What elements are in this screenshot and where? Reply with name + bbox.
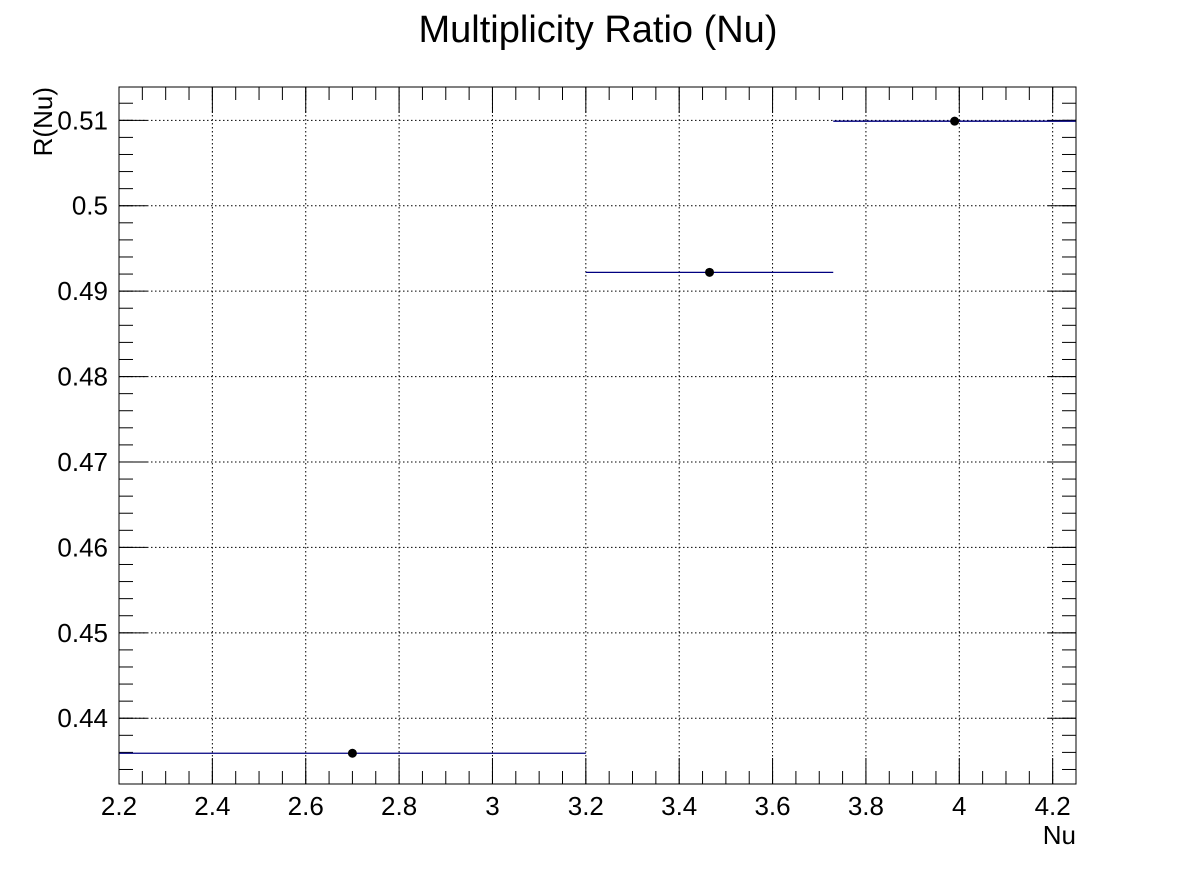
x-tick-label: 2.2 — [101, 791, 137, 821]
y-tick-label: 0.47 — [57, 447, 108, 477]
y-tick-label: 0.44 — [57, 703, 108, 733]
x-tick-label: 3.4 — [661, 791, 697, 821]
y-tick-label: 0.45 — [57, 618, 108, 648]
y-tick-label: 0.49 — [57, 276, 108, 306]
plot-frame — [118, 86, 1077, 785]
x-axis-label: Nu — [1043, 820, 1076, 850]
chart-title: Multiplicity Ratio (Nu) — [419, 9, 778, 51]
ticks-layer — [118, 87, 1077, 784]
y-tick-label: 0.46 — [57, 532, 108, 562]
y-tick-label: 0.5 — [72, 191, 108, 221]
x-tick-label: 2.4 — [194, 791, 230, 821]
x-tick-label: 4 — [952, 791, 966, 821]
data-layer — [119, 116, 1076, 758]
data-point — [347, 748, 357, 758]
x-tick-label: 3.8 — [848, 791, 884, 821]
x-tick-label: 2.8 — [381, 791, 417, 821]
y-tick-label: 0.51 — [57, 105, 108, 135]
labels-layer: 2.2 2.4 2.6 2.8 3 3.2 3.4 3.6 3.8 4 4.2 0.44 0.45 0.4… — [57, 105, 1070, 821]
y-tick-label: 0.48 — [57, 362, 108, 392]
data-point — [705, 267, 715, 277]
x-tick-label: 4.2 — [1035, 791, 1071, 821]
x-tick-label: 3.2 — [568, 791, 604, 821]
x-tick-label: 3 — [485, 791, 499, 821]
y-axis-label: R(Nu) — [28, 87, 58, 156]
x-tick-label: 3.6 — [754, 791, 790, 821]
data-point — [950, 116, 960, 126]
grid-layer — [118, 87, 1076, 784]
x-tick-label: 2.6 — [288, 791, 324, 821]
